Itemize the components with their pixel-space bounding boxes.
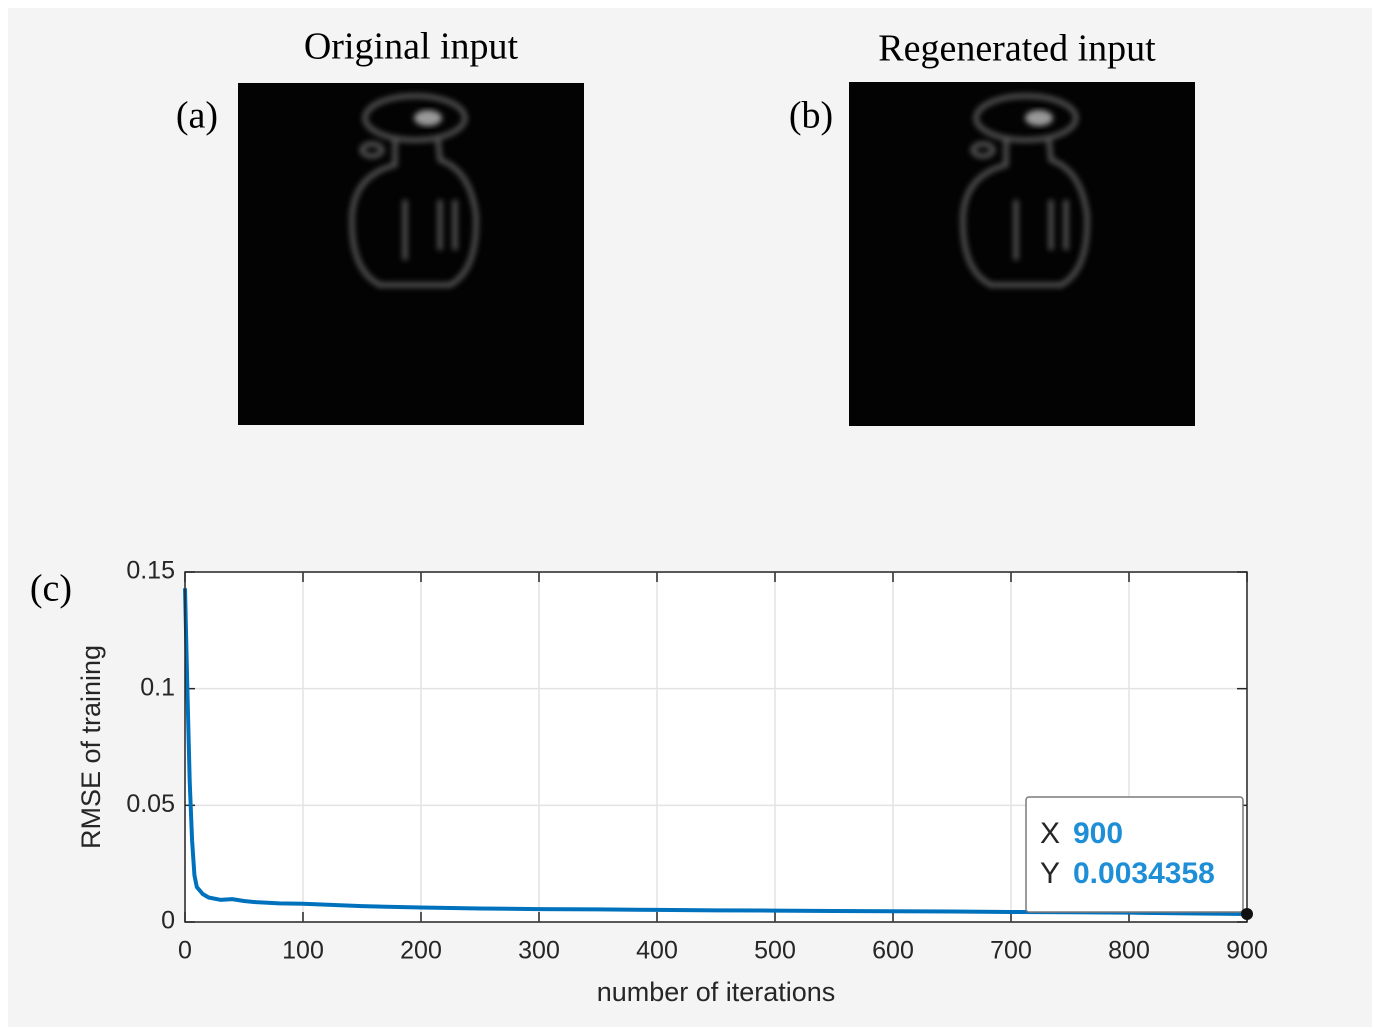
datatip-y-value: 0.0034358 (1073, 857, 1215, 890)
x-tick-label: 200 (400, 937, 442, 965)
y-tick-label: 0.1 (140, 673, 175, 701)
y-tick-label: 0 (161, 907, 175, 935)
x-tick-label: 900 (1226, 937, 1268, 965)
panel-title: Original input (304, 26, 519, 68)
x-tick-label: 700 (990, 937, 1032, 965)
y-axis-label: RMSE of training (76, 645, 106, 849)
x-tick-label: 0 (178, 937, 192, 965)
axes-box (184, 571, 1248, 923)
datatip-x-label: X (1040, 817, 1060, 850)
x-tick-label: 600 (872, 937, 914, 965)
x-tick-label: 100 (282, 937, 324, 965)
image-original (238, 83, 584, 425)
image-regenerated (849, 82, 1195, 426)
panel-label: (b) (789, 95, 833, 137)
datatip-x-value: 900 (1073, 817, 1123, 850)
x-tick-label: 500 (754, 937, 796, 965)
panel-label: (a) (176, 95, 218, 137)
y-tick-label: 0.05 (126, 790, 175, 818)
datatip-y-label: Y (1040, 857, 1060, 890)
x-tick-label: 800 (1108, 937, 1150, 965)
datatip: X 900 Y 0.0034358 (1025, 796, 1253, 920)
x-tick-label: 300 (518, 937, 560, 965)
panel-title: Regenerated input (878, 28, 1156, 70)
panel-label: (c) (30, 568, 72, 610)
y-tick-label: 0.15 (126, 557, 175, 585)
x-axis-label: number of iterations (597, 977, 836, 1007)
x-tick-label: 400 (636, 937, 678, 965)
plot (183, 588, 1248, 916)
datatip-marker (1241, 907, 1253, 920)
line-series (183, 588, 1248, 916)
